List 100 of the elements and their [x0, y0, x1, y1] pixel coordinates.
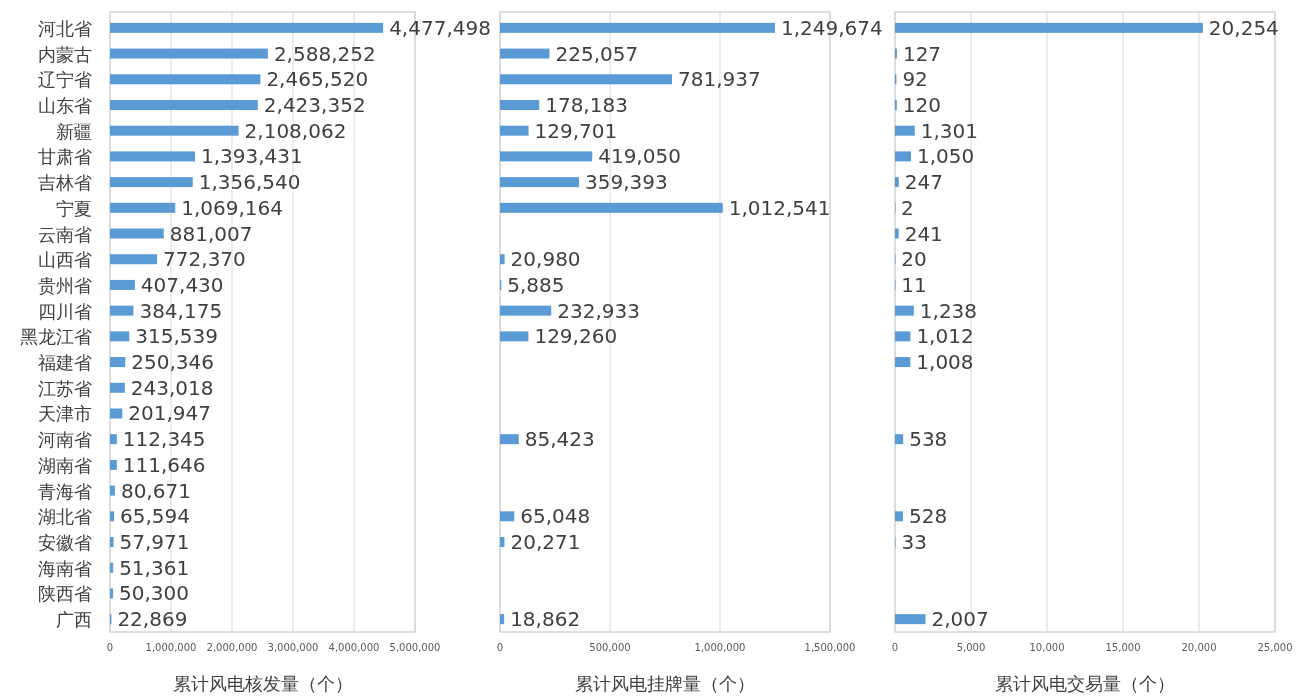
y-tick-label: 宁夏 [56, 197, 92, 219]
x-axis-title: 累计风电交易量（个） [995, 673, 1175, 694]
bar [110, 125, 239, 136]
x-tick-label: 1,000,000 [145, 642, 197, 653]
bar [895, 614, 926, 625]
x-tick-label: 3,000,000 [267, 642, 319, 653]
x-tick-label: 15,000 [1105, 642, 1141, 653]
bar [110, 331, 130, 342]
bar [110, 485, 115, 496]
x-tick-label: 0 [891, 642, 899, 653]
data-label: 120 [902, 92, 942, 117]
data-label: 2,588,252 [273, 41, 376, 66]
x-tick-label: 2,000,000 [206, 642, 258, 653]
bar [110, 99, 258, 110]
y-tick-label: 青海省 [38, 480, 92, 502]
bar [500, 202, 723, 213]
data-label: 65,048 [520, 504, 591, 529]
x-axis-title: 累计风电挂牌量（个） [575, 673, 755, 694]
bar [895, 305, 914, 316]
y-tick-label: 内蒙古 [38, 43, 92, 65]
bar [895, 511, 904, 522]
bar [895, 228, 899, 239]
y-tick-label: 吉林省 [38, 172, 92, 194]
data-label: 407,430 [140, 272, 224, 297]
data-label: 201,947 [128, 401, 212, 426]
data-label: 111,646 [122, 452, 206, 477]
bar [895, 357, 911, 368]
y-tick-label: 贵州省 [38, 274, 92, 296]
bar [500, 125, 529, 136]
y-tick-label: 陕西省 [38, 583, 92, 605]
x-tick-label: 4,000,000 [328, 642, 380, 653]
bar [110, 434, 117, 445]
data-label: 20,254 [1208, 15, 1279, 40]
data-label: 772,370 [163, 247, 246, 272]
x-tick-label: 0 [496, 642, 504, 653]
data-label: 127 [902, 41, 942, 66]
data-label: 243,018 [130, 375, 214, 400]
bar [895, 125, 915, 136]
bar [110, 151, 195, 162]
data-label: 11 [901, 272, 927, 297]
data-label: 1,050 [916, 144, 975, 169]
y-tick-label: 湖南省 [38, 454, 92, 476]
data-label: 20,271 [510, 530, 581, 555]
data-label: 2,465,520 [266, 67, 369, 92]
x-tick-label: 1,000,000 [694, 642, 746, 653]
data-label: 51,361 [119, 555, 190, 580]
bar [895, 177, 899, 188]
bar [500, 614, 505, 625]
y-tick-label: 河南省 [38, 429, 92, 451]
y-tick-label: 江苏省 [38, 377, 92, 399]
data-label: 225,057 [555, 41, 639, 66]
bar [110, 305, 134, 316]
bar [110, 511, 114, 522]
data-label: 33 [901, 530, 927, 555]
bar [500, 74, 673, 85]
data-label: 65,594 [120, 504, 190, 529]
bar [895, 434, 904, 445]
data-label: 2,108,062 [244, 118, 347, 143]
bar [110, 459, 117, 470]
data-label: 881,007 [169, 221, 253, 246]
data-label: 1,393,431 [201, 144, 303, 169]
y-tick-label: 河北省 [38, 17, 92, 39]
bar [110, 254, 158, 265]
data-label: 1,069,164 [181, 195, 284, 220]
bar [895, 22, 1203, 33]
data-label: 528 [909, 504, 948, 529]
bar [895, 331, 911, 342]
bar [110, 74, 261, 85]
y-tick-label: 福建省 [38, 352, 92, 374]
y-tick-label: 广西 [56, 609, 92, 631]
y-tick-label: 山东省 [38, 94, 92, 116]
x-tick-label: 5,000,000 [389, 642, 441, 653]
data-label: 247 [904, 170, 943, 195]
bar [110, 562, 114, 573]
bar [110, 382, 125, 393]
data-label: 1,012 [916, 324, 974, 349]
data-label: 359,393 [585, 170, 668, 195]
y-tick-label: 海南省 [38, 557, 92, 579]
data-label: 129,260 [534, 324, 618, 349]
data-label: 1,301 [920, 118, 979, 143]
data-label: 232,933 [557, 298, 640, 323]
data-label: 50,300 [119, 581, 190, 606]
x-tick-label: 500,000 [589, 642, 631, 653]
data-label: 315,539 [135, 324, 218, 349]
data-label: 57,971 [119, 530, 190, 555]
data-label: 178,183 [545, 92, 628, 117]
data-label: 20 [901, 247, 927, 272]
y-tick-label: 新疆 [56, 120, 92, 142]
data-label: 112,345 [122, 427, 206, 452]
bar [500, 48, 550, 59]
bar [500, 151, 593, 162]
x-tick-label: 25,000 [1257, 642, 1293, 653]
data-label: 538 [909, 427, 948, 452]
bar [500, 434, 519, 445]
x-tick-label: 1,500,000 [804, 642, 856, 653]
data-label: 419,050 [598, 144, 681, 169]
data-label: 2,007 [931, 607, 989, 632]
x-tick-label: 10,000 [1029, 642, 1065, 653]
bar [110, 279, 135, 290]
y-tick-label: 甘肃省 [38, 146, 92, 168]
